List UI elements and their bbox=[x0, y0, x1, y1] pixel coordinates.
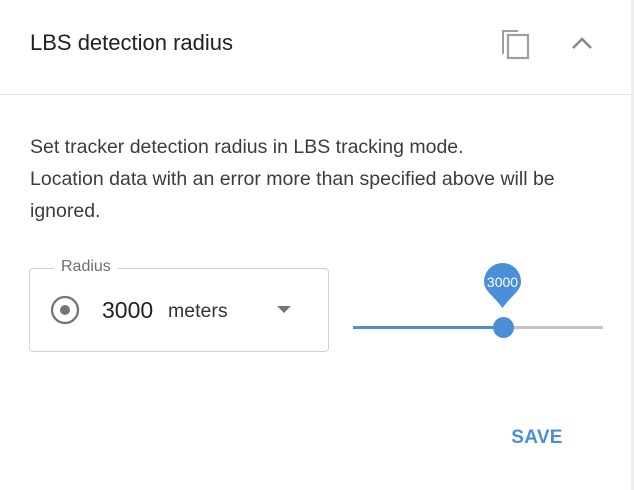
slider-value-label: 3000 bbox=[483, 262, 522, 310]
panel-edge bbox=[631, 0, 634, 490]
dropdown-arrow-icon bbox=[277, 306, 291, 313]
chevron-up-icon bbox=[572, 37, 592, 49]
radio-target-icon bbox=[50, 295, 80, 325]
radius-slider[interactable] bbox=[353, 300, 603, 356]
radius-unit: meters bbox=[168, 300, 228, 322]
save-button[interactable]: SAVE bbox=[498, 418, 576, 458]
slider-track-fill bbox=[353, 326, 503, 329]
slider-value-text: 3000 bbox=[486, 274, 519, 290]
value-label-balloon bbox=[484, 263, 521, 308]
radius-value: 3000 bbox=[102, 297, 154, 323]
copy-icon bbox=[502, 30, 530, 60]
slider-thumb[interactable] bbox=[493, 317, 514, 338]
radius-label: Radius bbox=[54, 258, 118, 276]
panel-header: LBS detection radius bbox=[0, 0, 631, 95]
radius-select[interactable]: Radius 3000 meters bbox=[29, 258, 329, 352]
copy-button[interactable] bbox=[496, 24, 536, 64]
description-line-1: Set tracker detection radius in LBS trac… bbox=[30, 136, 464, 158]
panel-title: LBS detection radius bbox=[30, 30, 234, 55]
collapse-button[interactable] bbox=[566, 26, 598, 60]
description: Set tracker detection radius in LBS trac… bbox=[30, 131, 620, 227]
description-line-2: Location data with an error more than sp… bbox=[30, 168, 555, 222]
